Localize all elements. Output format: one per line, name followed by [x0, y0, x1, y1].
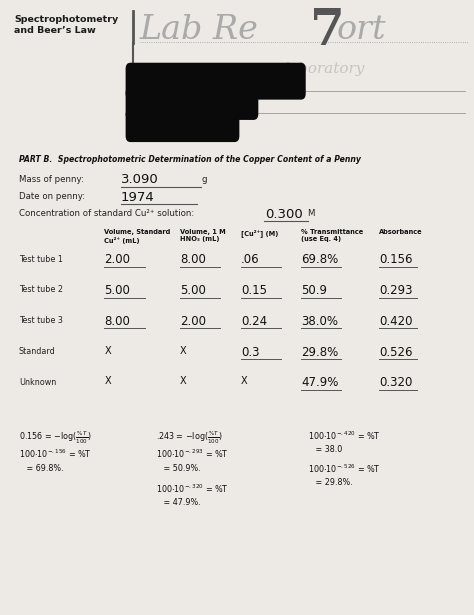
- Text: 47.9%: 47.9%: [301, 376, 338, 389]
- Text: 0.3: 0.3: [241, 346, 259, 359]
- Text: 0.300: 0.300: [265, 208, 303, 221]
- Text: ort: ort: [337, 14, 386, 46]
- Text: Spectrophotometry: Spectrophotometry: [14, 15, 118, 25]
- Text: Name: Name: [140, 89, 158, 93]
- Text: 5.00: 5.00: [180, 284, 206, 297]
- Text: g: g: [201, 175, 207, 184]
- Text: .06: .06: [241, 253, 259, 266]
- Text: Concentration of standard Cu²⁺ solution:: Concentration of standard Cu²⁺ solution:: [19, 209, 194, 218]
- Text: 0.420: 0.420: [379, 315, 413, 328]
- Text: and Beer’s Law: and Beer’s Law: [14, 26, 96, 35]
- Text: 100$\cdot$10$^{-.420}$ = %T: 100$\cdot$10$^{-.420}$ = %T: [308, 429, 381, 442]
- Text: Mass of penny:: Mass of penny:: [19, 175, 84, 184]
- Text: 29.8%: 29.8%: [301, 346, 338, 359]
- Text: Test tube 2: Test tube 2: [19, 285, 63, 295]
- Text: Standard: Standard: [19, 347, 56, 356]
- Text: 7: 7: [310, 7, 346, 57]
- FancyBboxPatch shape: [126, 87, 258, 120]
- Text: .243 = $-$log($\frac{\%T}{100}$): .243 = $-$log($\frac{\%T}{100}$): [156, 429, 224, 446]
- Text: Time: Time: [140, 111, 155, 116]
- Text: X: X: [241, 376, 247, 386]
- FancyBboxPatch shape: [126, 109, 239, 142]
- Text: 5.00: 5.00: [104, 284, 130, 297]
- Text: [Cu²⁺] (M): [Cu²⁺] (M): [241, 229, 278, 237]
- Text: Test tube 1: Test tube 1: [19, 255, 63, 264]
- FancyBboxPatch shape: [126, 63, 306, 100]
- Text: 0.320: 0.320: [379, 376, 412, 389]
- Text: 0.526: 0.526: [379, 346, 413, 359]
- Text: = 47.9%.: = 47.9%.: [156, 498, 201, 507]
- Text: 100$\cdot$10$^{-.293}$ = %T: 100$\cdot$10$^{-.293}$ = %T: [156, 448, 229, 460]
- Text: 0.293: 0.293: [379, 284, 413, 297]
- Text: X: X: [180, 346, 187, 355]
- Text: 8.00: 8.00: [180, 253, 206, 266]
- Text: 50.9: 50.9: [301, 284, 327, 297]
- Text: 0.156: 0.156: [379, 253, 413, 266]
- Text: 2.00: 2.00: [180, 315, 206, 328]
- Text: 8.00: 8.00: [104, 315, 130, 328]
- Text: X: X: [180, 376, 187, 386]
- Text: 1974: 1974: [121, 191, 155, 204]
- Text: 3.090: 3.090: [121, 173, 159, 186]
- Text: Test tube 3: Test tube 3: [19, 316, 63, 325]
- Text: 69.8%: 69.8%: [301, 253, 338, 266]
- Text: 100$\cdot$10$^{-.320}$ = %T: 100$\cdot$10$^{-.320}$ = %T: [156, 482, 229, 494]
- Text: X: X: [104, 376, 111, 386]
- Text: 0.15: 0.15: [241, 284, 267, 297]
- Text: Volume, Standard
Cu²⁺ (mL): Volume, Standard Cu²⁺ (mL): [104, 229, 171, 244]
- Text: 100$\cdot$10$^{-.156}$ = %T: 100$\cdot$10$^{-.156}$ = %T: [19, 448, 92, 460]
- Text: Date on penny:: Date on penny:: [19, 192, 85, 201]
- Text: 38.0%: 38.0%: [301, 315, 338, 328]
- Text: = 50.9%.: = 50.9%.: [156, 464, 201, 473]
- Text: X: X: [104, 346, 111, 355]
- Text: 100$\cdot$10$^{-.526}$ = %T: 100$\cdot$10$^{-.526}$ = %T: [308, 462, 381, 475]
- Text: = 69.8%.: = 69.8%.: [19, 464, 64, 473]
- Text: = 29.8%.: = 29.8%.: [308, 478, 353, 488]
- Text: Unknown: Unknown: [19, 378, 56, 387]
- Text: M: M: [307, 209, 315, 218]
- Text: 2.00: 2.00: [104, 253, 130, 266]
- Text: 0.24: 0.24: [241, 315, 267, 328]
- Text: Volume, 1 M
HNO₃ (mL): Volume, 1 M HNO₃ (mL): [180, 229, 226, 242]
- Text: Lab Re: Lab Re: [140, 14, 259, 46]
- Text: Absorbance: Absorbance: [379, 229, 423, 235]
- Text: % Transmittance
(use Eq. 4): % Transmittance (use Eq. 4): [301, 229, 363, 242]
- Text: = 38.0: = 38.0: [308, 445, 342, 454]
- Text: PART B.  Spectrophotometric Determination of the Copper Content of a Penny: PART B. Spectrophotometric Determination…: [19, 155, 361, 164]
- Text: 0.156 = $-$log($\frac{\%T}{100}$): 0.156 = $-$log($\frac{\%T}{100}$): [19, 429, 92, 446]
- Text: laboratory: laboratory: [284, 62, 365, 76]
